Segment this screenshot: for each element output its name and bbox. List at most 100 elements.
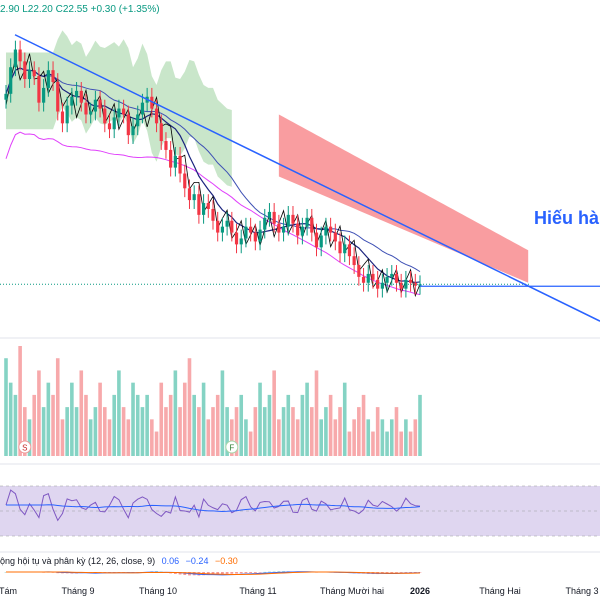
macd-histogram-bar [239,572,243,574]
event-marker-label: S [22,444,27,453]
volume-bar [371,431,375,456]
candle-body [324,226,328,236]
candle-body [390,273,394,277]
candle-body [234,232,239,245]
x-axis-label: Tháng 10 [138,586,178,596]
volume-bar [357,407,361,456]
candle-body [60,111,65,124]
macd-histogram-bar [108,572,111,573]
volume-bar [173,370,178,456]
volume-bar [41,407,46,456]
macd-histogram-bar [413,572,417,573]
macd-histogram-bar [235,572,238,574]
macd-histogram-bar [211,572,215,575]
candle-body [13,49,18,68]
volume-bar [408,431,413,456]
volume-bar [361,394,366,456]
macd-histogram-bar [225,572,229,574]
x-axis-label: 2026 [409,586,431,596]
event-marker-icon [18,440,32,454]
volume-bar [220,370,225,456]
volume-bar [88,419,93,456]
candle-body [366,273,370,283]
rsi-ma-line [6,503,421,512]
volume-bar [239,394,244,456]
candle-body [107,123,112,130]
volume-bar [93,407,98,456]
macd-histogram-bar [409,572,412,573]
volume-bar [333,419,338,456]
volume-bar [117,370,121,456]
x-axis-label: Tháng Mười hai [320,586,384,596]
candle-body [56,82,60,112]
volume-bar [342,382,347,456]
macd-histogram-bar [390,572,394,573]
macd-histogram-bar [268,571,271,573]
ichimoku-cloud-bearish [278,114,529,283]
candle-body [239,238,243,245]
volume-bar [211,407,215,456]
volume-bar [65,407,69,456]
candle-body [418,284,422,286]
candle-body [277,223,281,233]
x-axis-label: Tháng 3 [565,586,599,596]
candle-body [169,149,173,168]
annotation-label[interactable]: Hiếu hà [534,208,600,228]
candle-body [352,256,356,266]
macd-histogram-bar [258,572,262,573]
macd-histogram-bar [155,571,158,572]
macd-histogram-bar [178,572,182,575]
volume-bar [206,419,211,456]
volume-bar [352,419,356,456]
candle-body [399,282,403,289]
volume-bar [215,394,220,456]
volume-bar [46,382,51,456]
volume-bar [55,358,60,456]
macd-histogram-bar [277,571,281,572]
candle-body [23,61,27,80]
candle-body [361,276,366,283]
macd-histogram-bar [418,572,422,573]
candle-body [18,49,22,62]
candle-body [9,67,13,94]
ma-long-line [5,131,421,296]
volume-bar [32,394,37,456]
candle-body [380,282,384,289]
candle-body [4,93,8,100]
volume-bar [51,394,55,456]
x-axis-label: Tám [0,586,17,596]
ohlc-text: 2.90 L22.20 C22.55 +0.30 (+1.35%) [0,4,160,15]
candle-body [197,194,201,215]
volume-bar [126,419,131,456]
volume-bar [23,407,27,456]
candle-body [244,226,248,239]
candle-body [333,232,337,242]
volume-bar [277,419,281,456]
macd-histogram-bar [253,572,257,573]
candle-body [319,235,323,248]
candle-body [74,90,79,97]
macd-histogram-bar [221,572,224,574]
volume-bar [225,407,229,456]
candle-body [253,232,257,242]
downtrend-line [14,34,600,322]
volume-bar [168,394,173,456]
candle-body [272,211,276,224]
candle-body [296,223,300,236]
volume-bar [182,382,187,456]
macd-histogram-bar [263,571,267,573]
macd-histogram-bar [385,572,389,574]
volume-bar [309,407,314,456]
candle-body [192,194,196,201]
volume-bar [79,370,84,456]
candle-body [291,214,295,224]
volume-bar [140,407,145,456]
volume-bar [27,419,32,456]
volume-bar [187,358,192,456]
volume-bar [74,407,79,456]
macd-histogram-bar [216,572,220,575]
macd-legend: ộng hội tụ và phân kỳ (12, 26, close, 9)… [0,556,238,566]
candle-body [37,76,41,103]
volume-bar [18,346,22,456]
